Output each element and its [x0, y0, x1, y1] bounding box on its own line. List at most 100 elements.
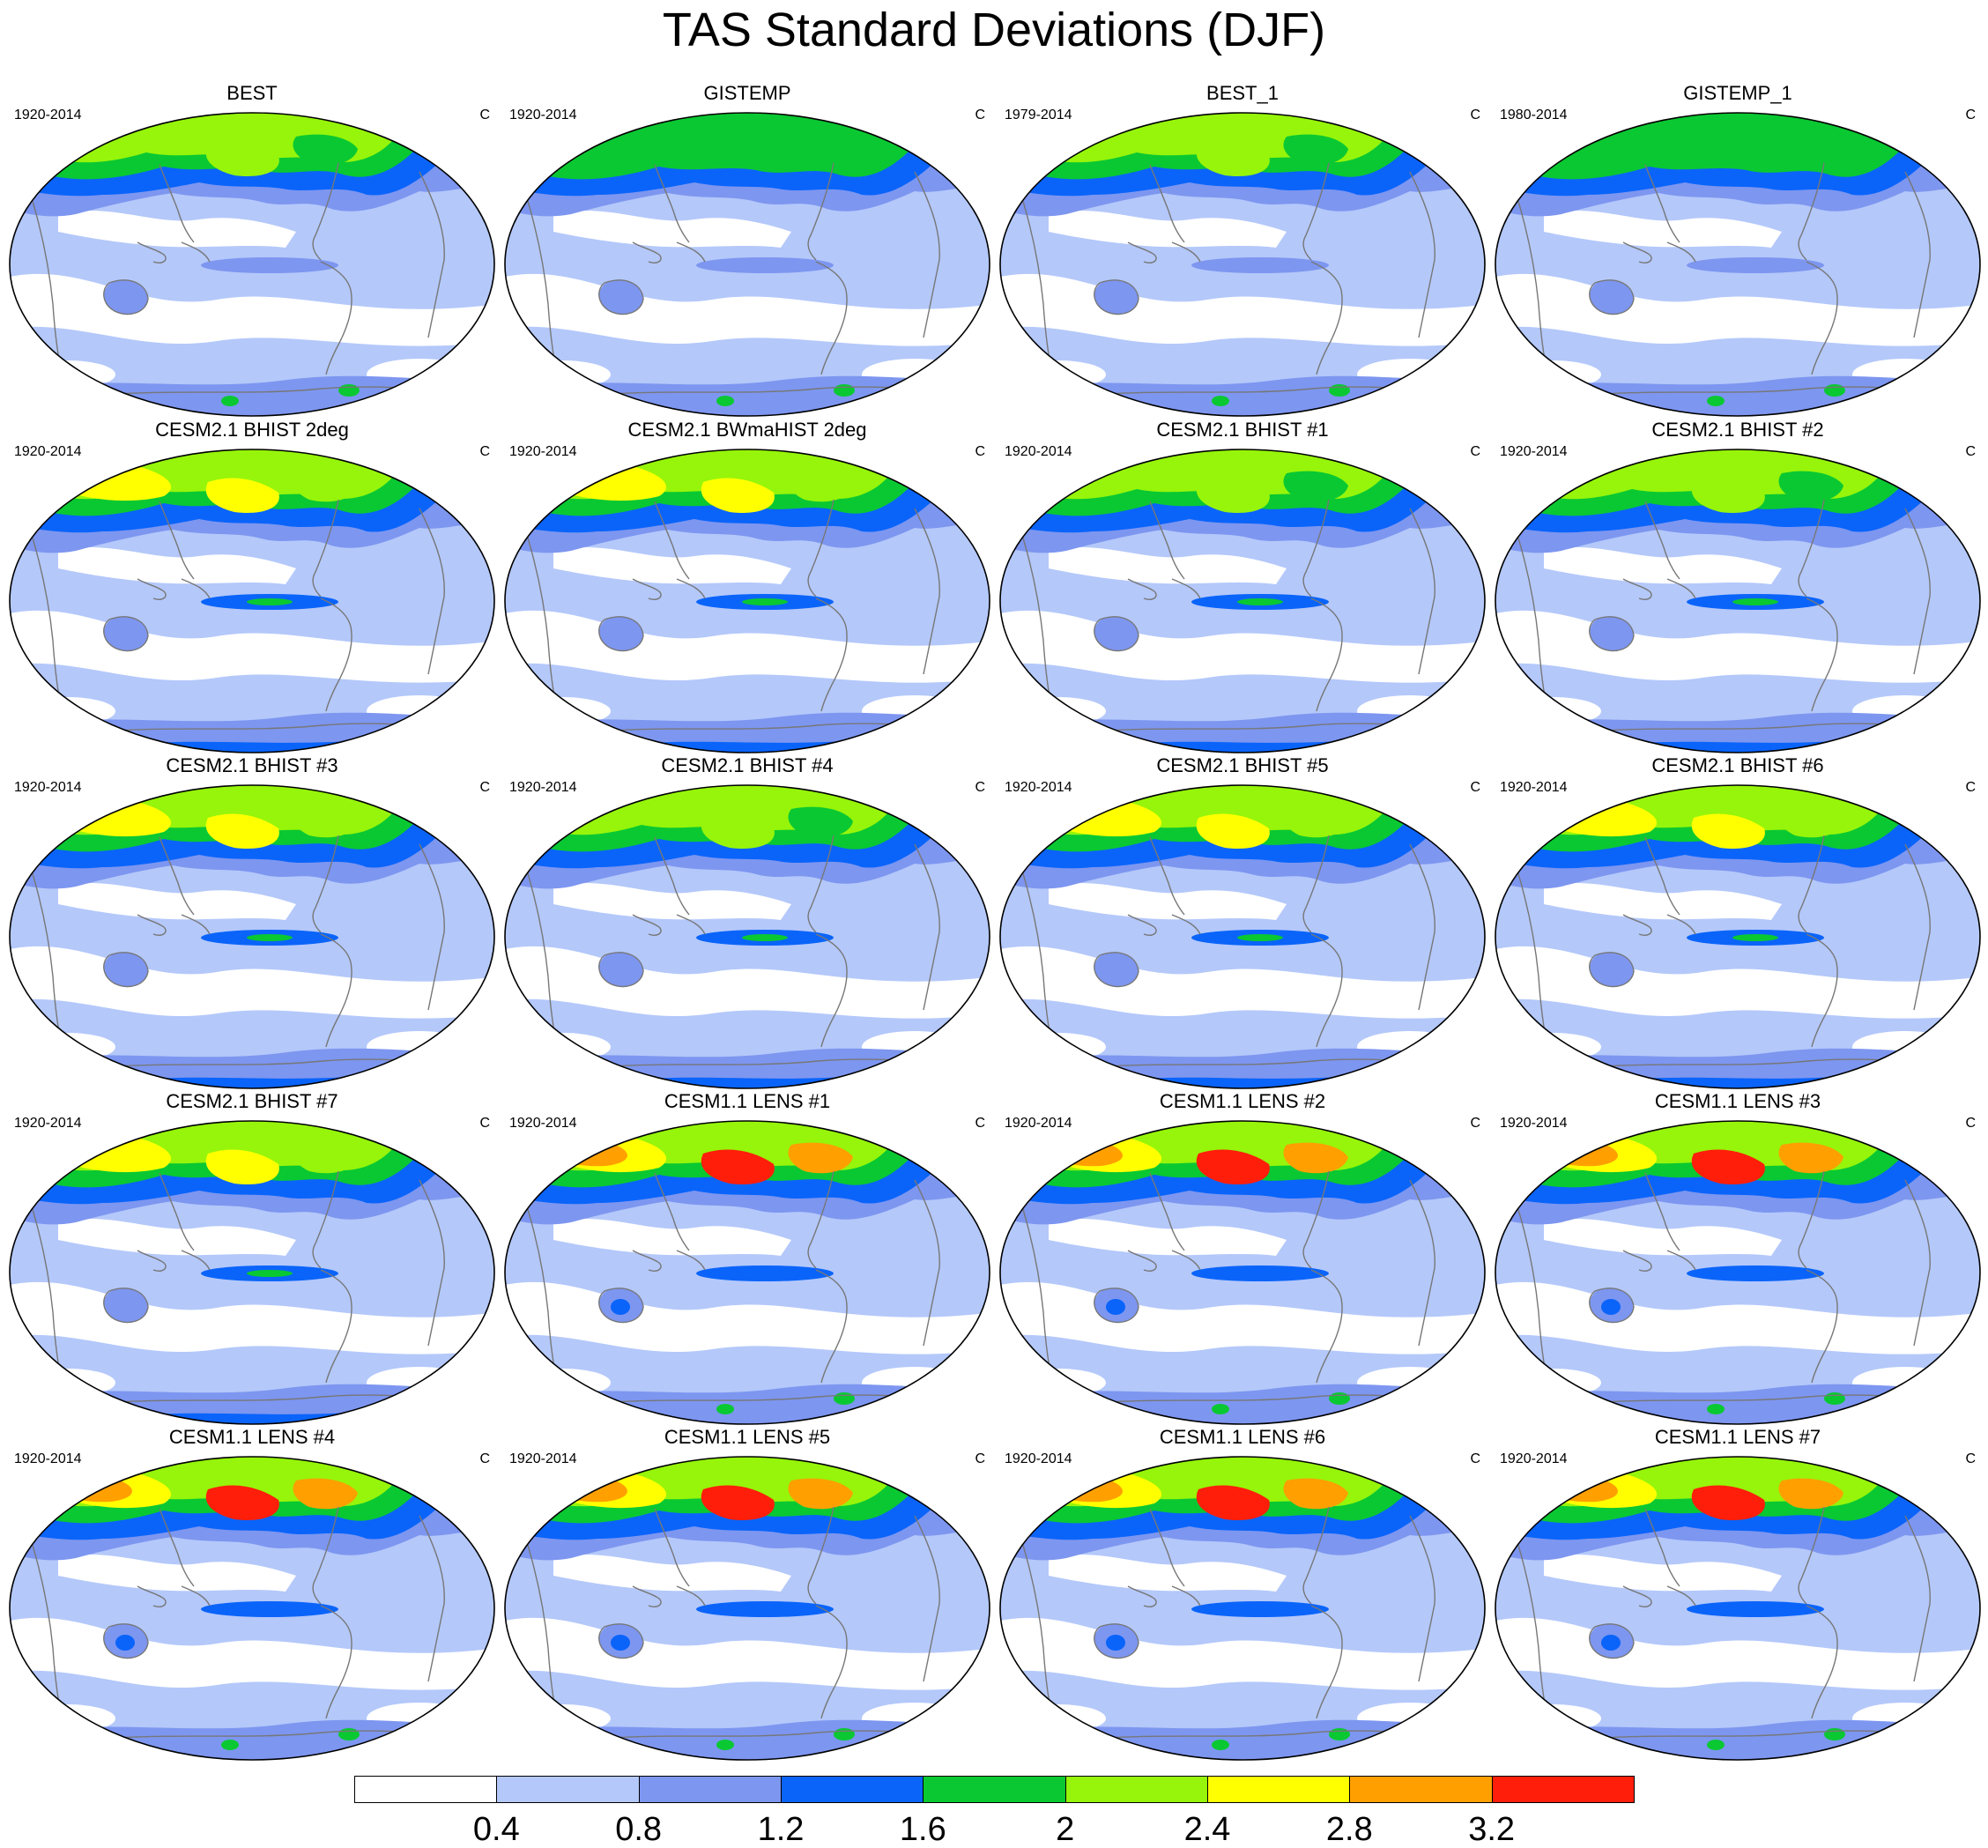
world-map — [504, 1456, 990, 1761]
panel-title: CESM2.1 BHIST #1 — [1156, 419, 1329, 441]
world-map — [999, 449, 1486, 753]
panel-title: BEST_1 — [1206, 82, 1279, 104]
world-map — [9, 1456, 495, 1761]
map-panel: CESM1.1 LENS #2 1920-2014 C — [996, 1090, 1489, 1425]
panel-title: CESM2.1 BHIST #6 — [1651, 754, 1824, 776]
world-map — [9, 784, 495, 1089]
world-map — [504, 784, 990, 1089]
panel-unit: C — [1965, 780, 1976, 795]
panel-unit: C — [975, 1116, 985, 1131]
panel-unit: C — [1470, 444, 1480, 459]
panel-unit: C — [1470, 108, 1480, 122]
panel-title: CESM2.1 BHIST #5 — [1156, 754, 1329, 776]
panel-unit: C — [1965, 1451, 1976, 1466]
map-panel: CESM2.1 BHIST #2 1920-2014 C — [1491, 419, 1984, 753]
colorbar-label: 2.8 — [1325, 1811, 1373, 1848]
map-panel: BEST_1 1979-2014 C — [996, 82, 1489, 417]
map-panel: CESM1.1 LENS #1 1920-2014 C — [501, 1090, 994, 1425]
world-map — [1495, 449, 1981, 753]
map-panel: CESM2.1 BHIST #3 1920-2014 C — [5, 754, 499, 1089]
panel-period: 1980-2014 — [1500, 108, 1568, 122]
panel-unit: C — [479, 780, 490, 795]
colorbar — [354, 1776, 1635, 1805]
panel-title: CESM2.1 BHIST #7 — [166, 1090, 338, 1112]
panel-title: CESM1.1 LENS #5 — [664, 1426, 831, 1448]
map-panel: GISTEMP_1 1980-2014 C — [1491, 82, 1984, 417]
world-map — [504, 449, 990, 753]
panel-title: CESM1.1 LENS #6 — [1159, 1426, 1326, 1448]
map-panel: GISTEMP 1920-2014 C — [501, 82, 994, 417]
panel-period: 1920-2014 — [14, 1451, 82, 1466]
panel-title: CESM1.1 LENS #3 — [1654, 1090, 1821, 1112]
panel-unit: C — [479, 1116, 490, 1131]
panel-period: 1920-2014 — [1005, 1451, 1072, 1466]
panel-unit: C — [1965, 108, 1976, 122]
panel-unit: C — [479, 444, 490, 459]
colorbar-label: 2.4 — [1183, 1811, 1231, 1848]
panel-unit: C — [1965, 444, 1976, 459]
map-panel: CESM1.1 LENS #7 1920-2014 C — [1491, 1426, 1984, 1761]
panel-period: 1920-2014 — [509, 108, 577, 122]
panel-period: 1920-2014 — [1500, 444, 1568, 459]
panel-unit: C — [975, 108, 985, 122]
panel-title: CESM1.1 LENS #7 — [1654, 1426, 1821, 1448]
colorbar-label: 2 — [1056, 1811, 1075, 1848]
map-panel: CESM1.1 LENS #4 1920-2014 C — [5, 1426, 499, 1761]
panel-period: 1979-2014 — [1005, 108, 1072, 122]
panel-period: 1920-2014 — [509, 1451, 577, 1466]
panel-period: 1920-2014 — [14, 780, 82, 795]
colorbar-swatch — [496, 1776, 640, 1803]
panel-period: 1920-2014 — [1005, 444, 1072, 459]
world-map — [1495, 112, 1981, 417]
world-map — [1495, 1120, 1981, 1425]
world-map — [504, 112, 990, 417]
map-panel: CESM2.1 BHIST #7 1920-2014 C — [5, 1090, 499, 1425]
panel-period: 1920-2014 — [14, 1116, 82, 1131]
panel-unit: C — [1470, 780, 1480, 795]
panel-title: CESM2.1 BHIST #2 — [1651, 419, 1824, 441]
panel-period: 1920-2014 — [1005, 1116, 1072, 1131]
panel-unit: C — [479, 1451, 490, 1466]
map-panel: CESM2.1 BHIST #1 1920-2014 C — [996, 419, 1489, 753]
panel-period: 1920-2014 — [1500, 1116, 1568, 1131]
colorbar-swatch — [1491, 1776, 1635, 1803]
panel-period: 1920-2014 — [509, 1116, 577, 1131]
panel-period: 1920-2014 — [1005, 780, 1072, 795]
panel-unit: C — [975, 1451, 985, 1466]
world-map — [999, 1456, 1486, 1761]
map-panel: CESM2.1 BHIST #6 1920-2014 C — [1491, 754, 1984, 1089]
map-panel: CESM2.1 BHIST #5 1920-2014 C — [996, 754, 1489, 1089]
map-panels-grid: BEST 1920-2014 C GISTEMP 1920-2014 C BEST_1 197… — [5, 82, 1984, 1761]
world-map — [999, 784, 1486, 1089]
colorbar-label: 1.2 — [757, 1811, 805, 1848]
panel-unit: C — [1470, 1116, 1480, 1131]
map-panel: CESM2.1 BHIST #4 1920-2014 C — [501, 754, 994, 1089]
world-map — [9, 449, 495, 753]
panel-title: CESM1.1 LENS #1 — [664, 1090, 831, 1112]
colorbar-swatch — [354, 1776, 498, 1803]
colorbar-swatch — [923, 1776, 1066, 1803]
panel-title: CESM2.1 BWmaHIST 2deg — [627, 419, 867, 441]
colorbar-swatch — [781, 1776, 924, 1803]
panel-title: CESM2.1 BHIST #4 — [661, 754, 834, 776]
panel-period: 1920-2014 — [14, 108, 82, 122]
panel-unit: C — [975, 780, 985, 795]
panel-period: 1920-2014 — [14, 444, 82, 459]
colorbar-label: 1.6 — [899, 1811, 946, 1848]
map-panel: CESM2.1 BHIST 2deg 1920-2014 C — [5, 419, 499, 753]
map-panel: CESM2.1 BWmaHIST 2deg 1920-2014 C — [501, 419, 994, 753]
map-panel: CESM1.1 LENS #3 1920-2014 C — [1491, 1090, 1984, 1425]
panel-title: BEST — [226, 82, 278, 104]
colorbar-label: 3.2 — [1468, 1811, 1516, 1848]
world-map — [999, 112, 1486, 417]
panel-unit: C — [1965, 1116, 1976, 1131]
panel-unit: C — [975, 444, 985, 459]
colorbar-swatch — [638, 1776, 782, 1803]
panel-unit: C — [479, 108, 490, 122]
colorbar-swatch — [1207, 1776, 1351, 1803]
panel-period: 1920-2014 — [1500, 780, 1568, 795]
world-map — [1495, 1456, 1981, 1761]
panel-title: CESM1.1 LENS #4 — [168, 1426, 336, 1448]
panel-period: 1920-2014 — [1500, 1451, 1568, 1466]
colorbar-label: 0.8 — [615, 1811, 663, 1848]
